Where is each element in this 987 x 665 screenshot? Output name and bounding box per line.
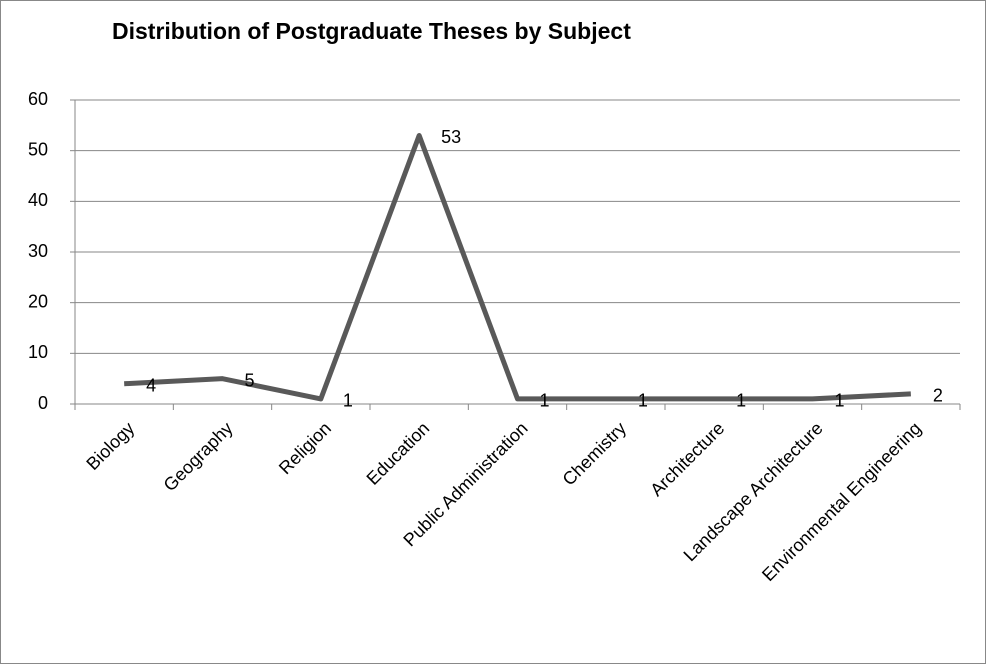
y-tick-label: 0 xyxy=(38,393,48,413)
data-label: 4 xyxy=(146,375,156,395)
data-label: 2 xyxy=(933,386,943,406)
data-label: 1 xyxy=(540,391,550,411)
y-tick-label: 20 xyxy=(28,291,48,311)
data-line xyxy=(124,132,911,402)
chart-title: Distribution of Postgraduate Theses by S… xyxy=(112,18,631,44)
y-tick-label: 30 xyxy=(28,241,48,261)
data-label: 1 xyxy=(835,391,845,411)
data-label: 1 xyxy=(638,391,648,411)
y-tick-label: 40 xyxy=(28,190,48,210)
y-tick-label: 50 xyxy=(28,139,48,159)
y-tick-label: 10 xyxy=(28,342,48,362)
data-label: 53 xyxy=(441,127,461,147)
data-label: 5 xyxy=(245,370,255,390)
y-tick-label: 60 xyxy=(28,89,48,109)
data-label: 1 xyxy=(736,391,746,411)
data-label: 1 xyxy=(343,391,353,411)
